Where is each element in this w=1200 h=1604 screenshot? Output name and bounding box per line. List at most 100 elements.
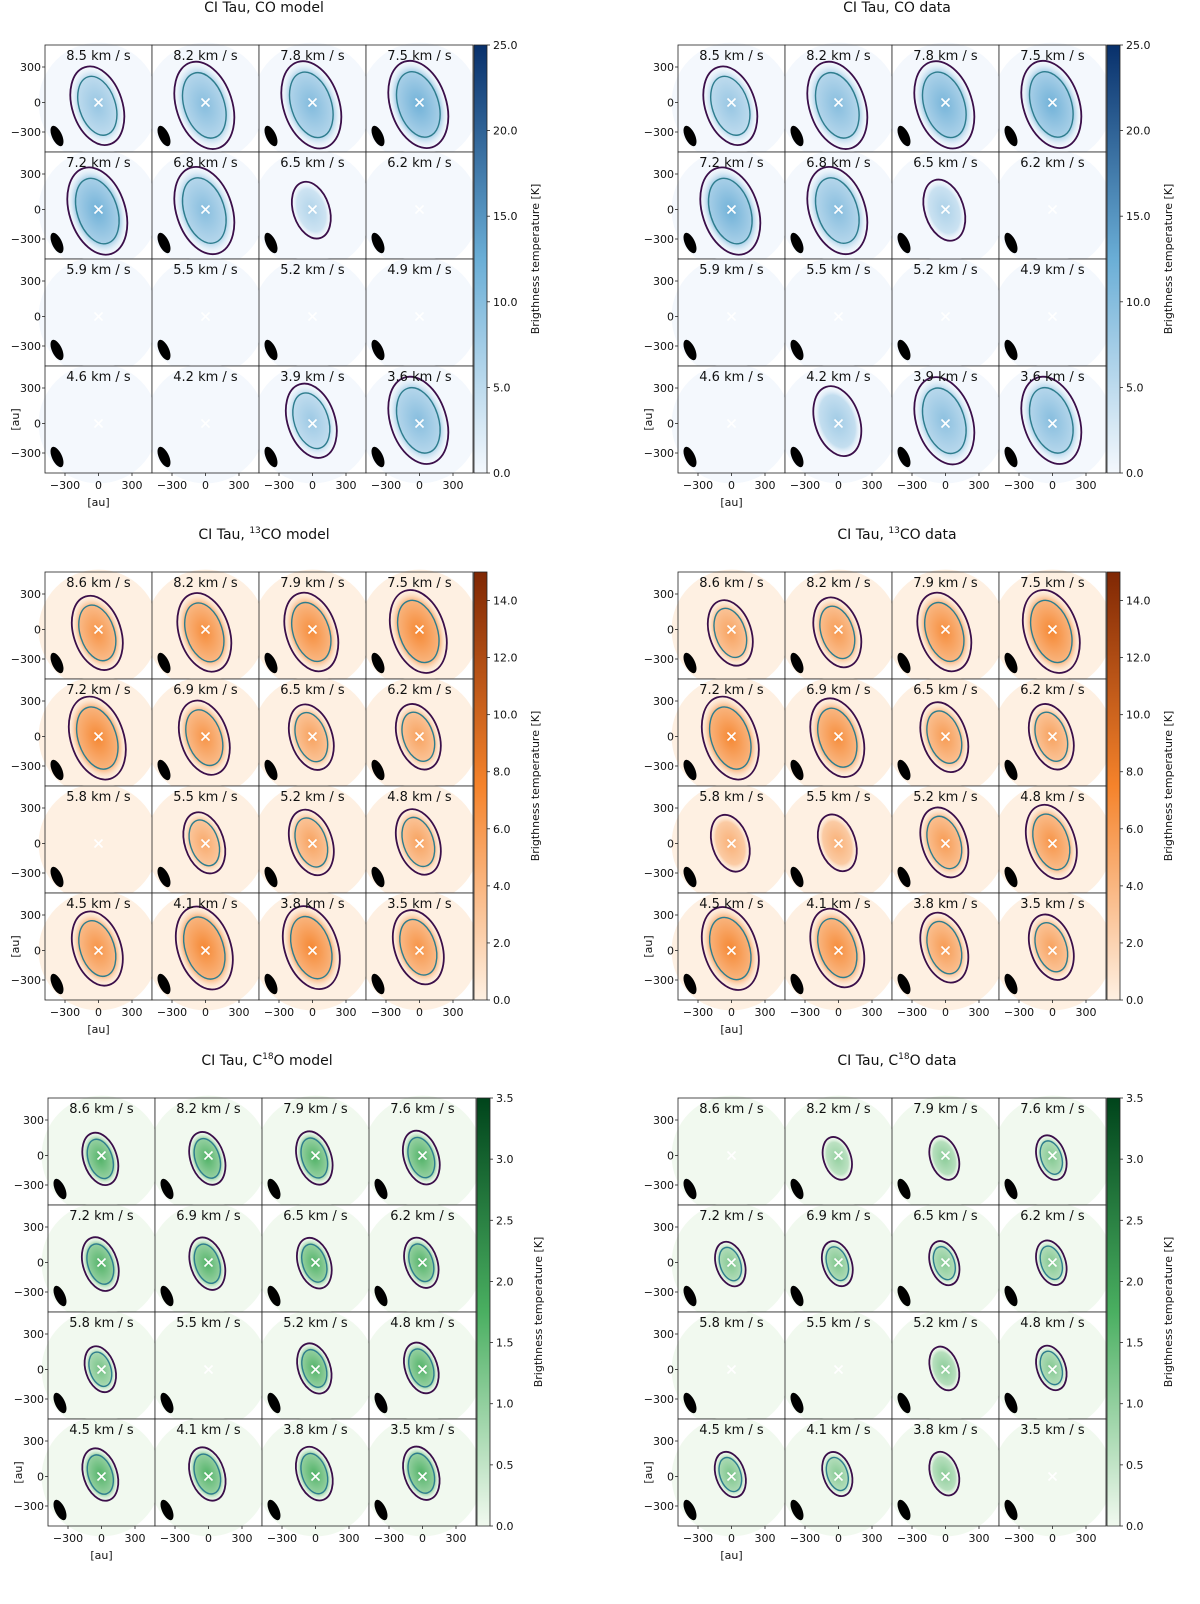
velocity-label: 4.5 km / s xyxy=(699,1423,764,1438)
velocity-label: 5.5 km / s xyxy=(806,790,871,805)
colorbar-tick-label: 25.0 xyxy=(493,39,518,52)
beam-ellipse xyxy=(267,1499,281,1521)
y-tick-label: 300 xyxy=(653,588,674,601)
y-axis-label: [au] xyxy=(9,408,22,430)
inner-contour xyxy=(718,1456,743,1493)
velocity-label: 7.2 km / s xyxy=(699,683,764,698)
outer-contour xyxy=(806,165,869,256)
y-tick-label: −300 xyxy=(11,653,41,666)
emission-blob xyxy=(813,386,862,457)
velocity-label: 7.5 km / s xyxy=(387,49,452,64)
outer-contour xyxy=(1035,1134,1068,1181)
star-position-marker xyxy=(726,1150,737,1161)
channel-panel: 6.5 km / s xyxy=(885,1202,1006,1323)
star-position-marker xyxy=(833,945,844,956)
y-tick-label: −300 xyxy=(14,1179,44,1192)
colorbar-label: Brigthness temperature [K] xyxy=(529,184,542,335)
outer-contour xyxy=(81,1447,120,1502)
beam-ellipse xyxy=(1004,866,1018,888)
colorbar-tick-label: 25.0 xyxy=(1126,39,1151,52)
block-title: CI Tau, CO data xyxy=(843,0,951,16)
block-title: CI Tau, C18O data xyxy=(837,1052,956,1069)
beam-ellipse xyxy=(264,652,278,674)
outer-contour xyxy=(287,703,335,771)
x-tick-label: 300 xyxy=(862,479,883,492)
velocity-label: 8.5 km / s xyxy=(699,49,764,64)
outer-contour xyxy=(296,1342,333,1395)
x-tick-label: 0 xyxy=(95,1006,102,1019)
star-position-marker xyxy=(833,418,844,429)
beam-ellipse xyxy=(897,866,911,888)
inner-contour xyxy=(300,1137,329,1179)
beam-ellipse xyxy=(897,232,911,254)
emission-blob xyxy=(82,1132,119,1186)
velocity-label: 6.5 km / s xyxy=(283,1209,348,1224)
inner-contour xyxy=(184,602,225,663)
channel-panel: 6.5 km / s xyxy=(885,149,1006,270)
star-position-marker xyxy=(833,731,844,742)
velocity-label: 3.5 km / s xyxy=(390,1423,455,1438)
colorbar-tick-label: 10.0 xyxy=(1126,296,1151,309)
inner-contour xyxy=(401,816,436,868)
y-tick-label: 0 xyxy=(667,97,674,110)
x-tick-label: 0 xyxy=(98,1532,105,1545)
x-tick-label: 0 xyxy=(728,1006,735,1019)
star-position-marker xyxy=(200,204,211,215)
inner-contour xyxy=(708,916,752,981)
colorbar-label: Brigthness temperature [K] xyxy=(1162,711,1175,862)
channel-map-block-6: CI Tau, C18O data 8.6 km / s 8.2 km / s 7.9… xyxy=(642,1052,1175,1562)
velocity-label: 3.8 km / s xyxy=(913,897,978,912)
star-position-marker xyxy=(726,945,737,956)
channel-panel: 7.2 km / s xyxy=(38,676,159,797)
outer-contour xyxy=(1024,803,1078,880)
channel-panel: 6.2 km / s xyxy=(992,1202,1113,1323)
emission-blob xyxy=(920,912,969,983)
outer-contour xyxy=(699,166,762,256)
beam-ellipse xyxy=(897,1499,911,1521)
inner-contour xyxy=(926,815,963,870)
beam-ellipse xyxy=(1004,1499,1018,1521)
x-tick-label: −300 xyxy=(264,1006,294,1019)
beam-ellipse xyxy=(160,1285,174,1307)
inner-contour xyxy=(1028,71,1074,138)
channel-panel: 7.2 km / s xyxy=(38,149,159,270)
inner-contour xyxy=(399,918,438,976)
outer-contour xyxy=(702,65,759,146)
channel-panel: 3.8 km / s xyxy=(885,1416,1006,1537)
channel-panel: 7.8 km / s xyxy=(885,42,1006,163)
inner-contour xyxy=(819,605,856,660)
x-tick-label: 0 xyxy=(1049,1532,1056,1545)
y-tick-label: 0 xyxy=(667,1471,674,1484)
channel-panel: 7.2 km / s xyxy=(671,676,792,797)
star-position-marker xyxy=(414,624,425,635)
beam-ellipse xyxy=(157,973,171,995)
inner-contour xyxy=(193,1243,222,1284)
channel-panel: 8.5 km / s xyxy=(671,42,792,163)
velocity-label: 8.2 km / s xyxy=(173,576,238,591)
beam-ellipse xyxy=(790,866,804,888)
velocity-label: 4.6 km / s xyxy=(66,370,131,385)
outer-contour xyxy=(188,1446,227,1502)
emission-blob xyxy=(388,376,449,465)
beam-ellipse xyxy=(50,446,64,468)
x-tick-label: −300 xyxy=(50,1006,80,1019)
x-tick-label: −300 xyxy=(897,479,927,492)
outer-contour xyxy=(402,1445,441,1501)
star-position-marker xyxy=(833,311,844,322)
colorbar-tick-label: 2.5 xyxy=(496,1214,514,1227)
channel-panel: 8.6 km / s xyxy=(671,569,792,690)
velocity-label: 7.8 km / s xyxy=(913,49,978,64)
inner-contour xyxy=(926,710,963,765)
x-tick-label: −300 xyxy=(897,1532,927,1545)
x-tick-label: 300 xyxy=(122,479,143,492)
x-tick-label: 300 xyxy=(969,479,990,492)
beam-ellipse xyxy=(683,1392,697,1414)
y-tick-label: −300 xyxy=(11,760,41,773)
velocity-label: 4.1 km / s xyxy=(806,1423,871,1438)
star-position-marker xyxy=(96,1150,107,1161)
velocity-label: 8.6 km / s xyxy=(699,1102,764,1117)
y-tick-label: 300 xyxy=(20,168,41,181)
y-tick-label: 300 xyxy=(20,61,41,74)
outer-contour xyxy=(290,180,332,240)
velocity-label: 5.5 km / s xyxy=(173,263,238,278)
